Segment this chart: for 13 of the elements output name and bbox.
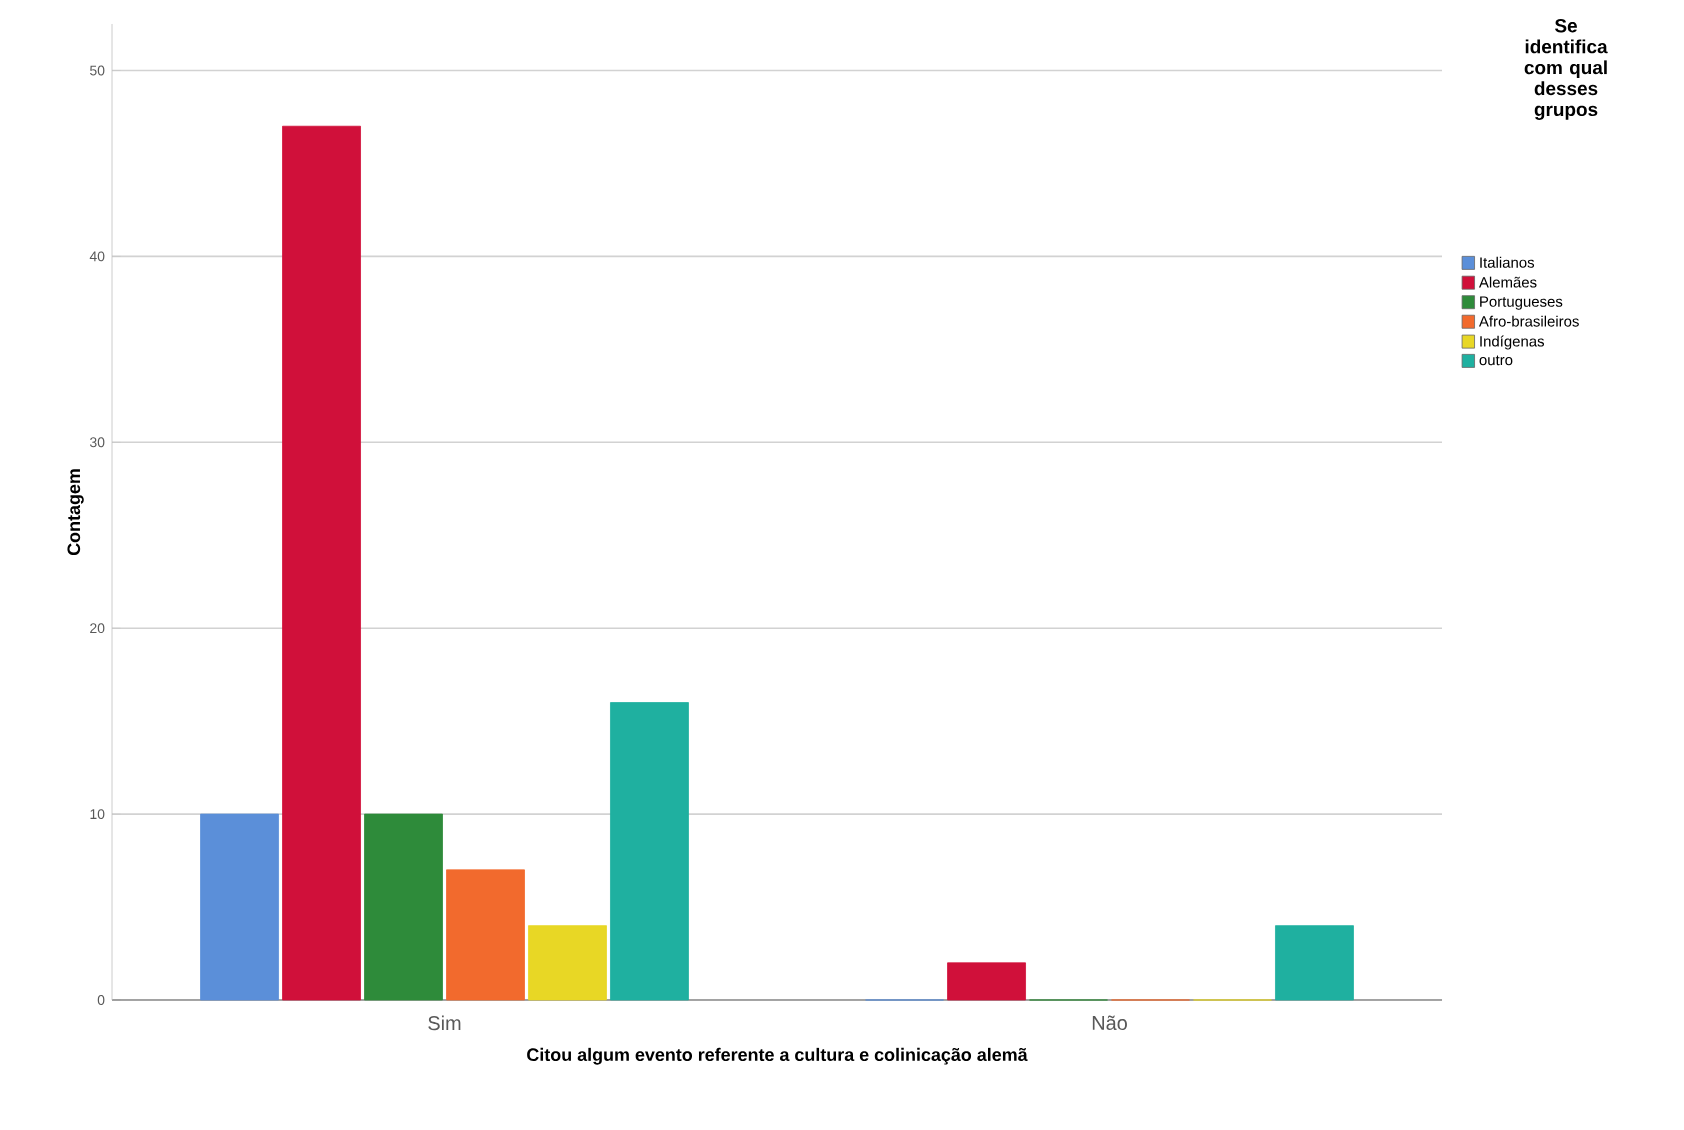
bar [528,925,607,1001]
bar [610,702,689,1001]
bar [282,125,361,1001]
bar [1275,925,1354,1001]
legend-title: Se identifica com qual desses grupos [1524,19,1608,120]
bar [446,869,525,1001]
x-tick-label: Não [1092,1015,1127,1031]
bar [947,962,1026,1001]
bar [364,813,443,1001]
x-axis-title: Citou algum evento referente a cultura e colinicação alemã [527,1047,1028,1065]
bar [200,813,279,1001]
y-axis-title: Contagem [67,469,84,556]
x-tick-label: Sim [428,1015,461,1031]
